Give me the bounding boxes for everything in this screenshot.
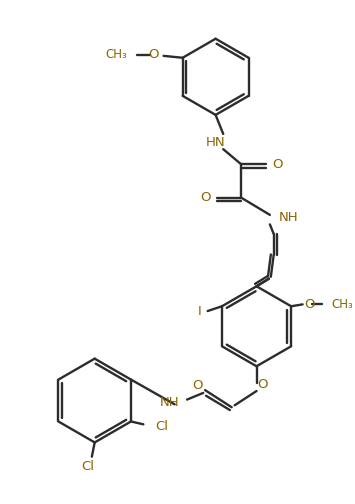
Text: NH: NH (278, 211, 298, 224)
Text: O: O (272, 158, 282, 171)
Text: CH₃: CH₃ (106, 48, 127, 61)
Text: O: O (305, 298, 315, 311)
Text: Cl: Cl (82, 460, 94, 473)
Text: O: O (200, 191, 211, 204)
Text: Cl: Cl (156, 420, 169, 433)
Text: HN: HN (206, 136, 225, 149)
Text: CH₃: CH₃ (331, 298, 353, 311)
Text: I: I (198, 305, 202, 319)
Text: O: O (192, 379, 203, 392)
Text: O: O (148, 48, 159, 61)
Text: O: O (257, 378, 268, 391)
Text: NH: NH (160, 396, 179, 409)
